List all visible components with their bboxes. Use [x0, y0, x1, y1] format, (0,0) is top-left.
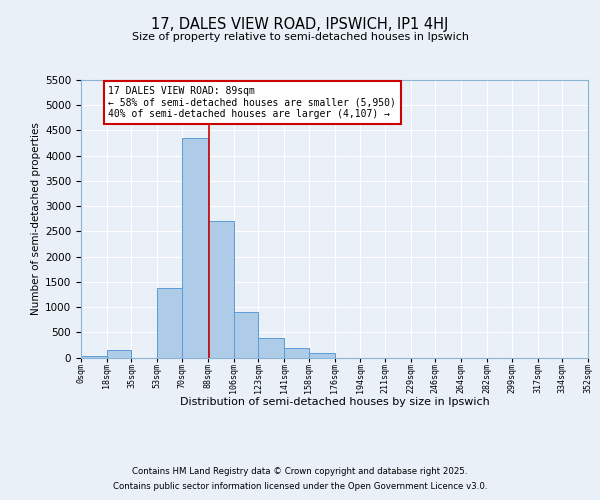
- Text: 17 DALES VIEW ROAD: 89sqm
← 58% of semi-detached houses are smaller (5,950)
40% : 17 DALES VIEW ROAD: 89sqm ← 58% of semi-…: [109, 86, 396, 120]
- Bar: [157, 288, 182, 358]
- Bar: [284, 348, 308, 358]
- Bar: [308, 353, 335, 358]
- Bar: [208, 221, 233, 358]
- Bar: [233, 312, 258, 358]
- Text: 17, DALES VIEW ROAD, IPSWICH, IP1 4HJ: 17, DALES VIEW ROAD, IPSWICH, IP1 4HJ: [151, 18, 449, 32]
- X-axis label: Distribution of semi-detached houses by size in Ipswich: Distribution of semi-detached houses by …: [179, 397, 490, 407]
- Bar: [107, 350, 131, 358]
- Text: Contains public sector information licensed under the Open Government Licence v3: Contains public sector information licen…: [113, 482, 487, 491]
- Y-axis label: Number of semi-detached properties: Number of semi-detached properties: [31, 122, 41, 315]
- Text: Contains HM Land Registry data © Crown copyright and database right 2025.: Contains HM Land Registry data © Crown c…: [132, 467, 468, 476]
- Bar: [258, 338, 284, 357]
- Bar: [182, 138, 208, 358]
- Bar: [81, 356, 107, 358]
- Text: Size of property relative to semi-detached houses in Ipswich: Size of property relative to semi-detach…: [131, 32, 469, 42]
